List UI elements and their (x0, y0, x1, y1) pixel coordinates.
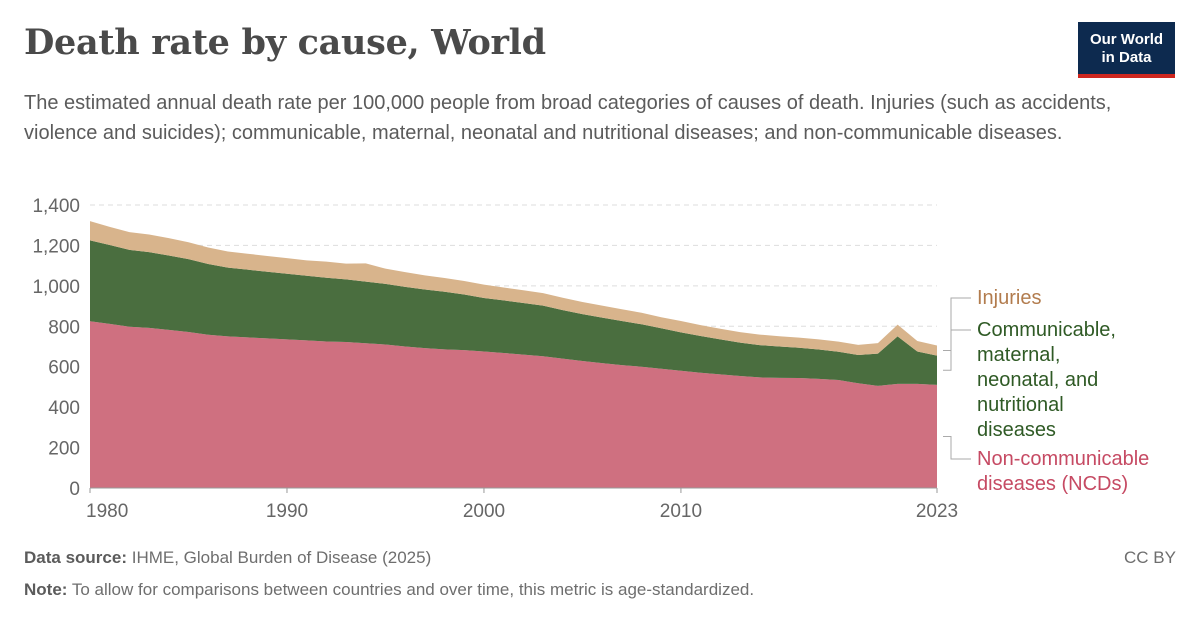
source-text[interactable]: IHME, Global Burden of Disease (2025) (131, 548, 432, 567)
area-series-0 (90, 321, 937, 488)
note-text: To allow for comparisons between countri… (71, 580, 755, 599)
chart-note: Note: To allow for comparisons between c… (24, 580, 754, 600)
label-connector (943, 435, 971, 460)
series-label-line: Communicable, (977, 319, 1116, 341)
series-label-line: Injuries (977, 287, 1041, 309)
x-tick-label: 2010 (660, 501, 702, 522)
series-labels: Injuries Communicable, maternal, neonatal, … (943, 287, 1149, 495)
chart-subtitle: The estimated annual death rate per 100,… (24, 92, 1112, 144)
y-tick-label: 1,000 (32, 277, 80, 298)
y-tick-label: 800 (48, 317, 80, 338)
note-label: Note: (24, 580, 68, 599)
chart-title: Death rate by cause, World (24, 22, 546, 63)
series-label-line: maternal, (977, 344, 1060, 366)
series-label-line: diseases (NCDs) (977, 473, 1128, 495)
source-label: Data source: (24, 548, 127, 567)
y-tick-label: 0 (69, 479, 80, 500)
y-tick-label: 400 (48, 398, 80, 419)
axes: 0 200 400 600 800 1,000 1,200 1,400 1980 1990 2000… (32, 196, 958, 522)
logo-line-2: in Data (1101, 49, 1152, 66)
label-connector (943, 297, 971, 352)
data-source: Data source: IHME, Global Burden of Dise… (24, 548, 431, 568)
x-tick-label: 2000 (463, 501, 505, 522)
series-label-line: diseases (977, 419, 1056, 441)
owid-logo[interactable]: Our World in Data (1078, 22, 1175, 78)
y-tick-label: 1,400 (32, 196, 80, 217)
area-series-1 (90, 240, 937, 386)
area-series (90, 221, 937, 488)
x-tick-label: 2023 (916, 501, 958, 522)
y-tick-label: 200 (48, 439, 80, 460)
logo-line-1: Our World (1089, 31, 1164, 48)
y-tick-label: 1,200 (32, 236, 80, 257)
series-label-line: nutritional (977, 394, 1064, 416)
label-connector (943, 329, 971, 371)
series-label-line: Non-communicable (977, 448, 1149, 470)
license-link[interactable]: CC BY (1124, 548, 1176, 567)
x-tick-label: 1980 (86, 501, 128, 522)
series-label-line: neonatal, and (977, 369, 1098, 391)
x-tick-label: 1990 (266, 501, 308, 522)
y-tick-label: 600 (48, 358, 80, 379)
